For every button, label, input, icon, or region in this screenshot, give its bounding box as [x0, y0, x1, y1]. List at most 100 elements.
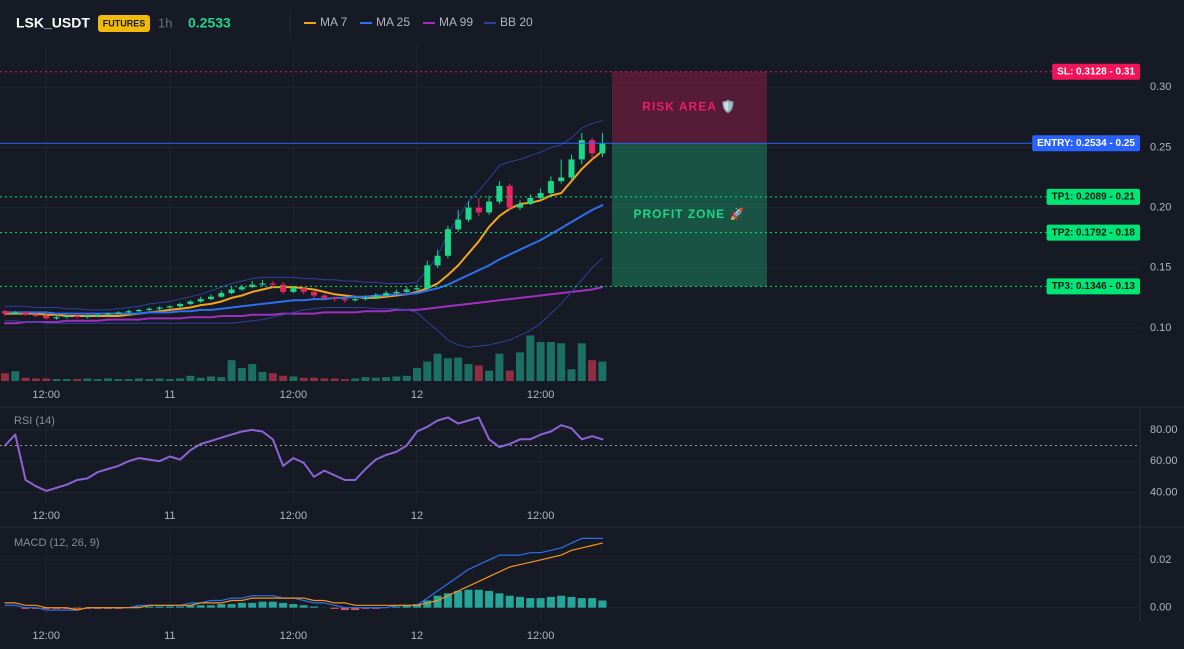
ma-line: [4, 204, 604, 315]
volume-bar: [114, 379, 123, 381]
histogram-bar: [464, 589, 473, 608]
histogram-bar: [289, 604, 298, 608]
candle-body: [43, 315, 50, 319]
x-tick-label: 12: [411, 389, 423, 401]
candle-body: [455, 219, 462, 230]
histogram-bar: [392, 606, 401, 608]
histogram-bar: [351, 607, 360, 611]
volume-bar: [165, 379, 174, 381]
panel-title: RSI (14): [14, 415, 55, 427]
candle-body: [589, 140, 596, 154]
volume-bar: [557, 343, 566, 381]
level-label: TP1: 0.2089 - 0.21: [1052, 192, 1136, 203]
volume-bar: [361, 377, 370, 381]
histogram-bar: [454, 590, 463, 608]
histogram-bar: [258, 601, 267, 608]
candle-body: [506, 185, 513, 208]
volume-bar: [340, 379, 349, 381]
volume-bar: [392, 376, 401, 381]
y-tick-label: 0.20: [1150, 201, 1171, 213]
zone-label: PROFIT ZONE 🚀: [634, 207, 746, 221]
x-tick-label: 12:00: [32, 389, 60, 401]
candle-body: [321, 295, 328, 298]
candle-body: [372, 295, 379, 298]
x-tick-label: 11: [164, 389, 175, 401]
volume-bar: [485, 370, 494, 381]
y-tick-label: 40.00: [1150, 486, 1178, 498]
legend-label: MA 25: [376, 15, 410, 29]
histogram-bar: [73, 607, 82, 609]
volume-bar: [31, 378, 40, 381]
zone: [612, 143, 767, 287]
candle-body: [2, 311, 8, 314]
ma-line: [4, 286, 604, 325]
candle-body: [187, 301, 194, 304]
histogram-bar: [526, 598, 535, 608]
candle-body: [166, 306, 173, 308]
volume-bar: [83, 378, 92, 381]
volume-bar: [443, 358, 452, 381]
histogram-bar: [495, 593, 504, 608]
volume-bar: [371, 377, 380, 381]
histogram-bar: [227, 604, 236, 608]
candle-body: [475, 207, 482, 213]
histogram-bar: [165, 606, 174, 608]
histogram-bar: [299, 605, 308, 608]
zone: [612, 71, 767, 144]
histogram-bar: [145, 606, 154, 608]
histogram-bar: [423, 600, 432, 608]
volume-bar: [536, 342, 545, 381]
volume-bar: [52, 379, 61, 381]
volume-bar: [207, 376, 215, 381]
volume-bar: [258, 371, 267, 381]
histogram-bar: [557, 595, 566, 608]
volume-bar: [464, 364, 473, 381]
candle-body: [135, 309, 142, 312]
candle-body: [486, 201, 493, 213]
volume-bar: [1, 373, 9, 381]
histogram-bar: [237, 602, 246, 608]
volume-bar: [310, 377, 318, 381]
bb-lower: [4, 257, 603, 348]
histogram-bar: [134, 606, 143, 608]
level-label: SL: 0.3128 - 0.31: [1057, 66, 1135, 77]
candle-body: [259, 283, 266, 285]
candle-body: [547, 181, 554, 194]
volume-bar: [145, 379, 154, 381]
panel-title: MACD (12, 26, 9): [14, 537, 100, 549]
volume-bar: [413, 368, 421, 381]
level-label-bg: [1046, 224, 1140, 241]
volume-bar: [289, 376, 298, 381]
y-tick-label: 0.30: [1150, 81, 1171, 93]
level-label: TP3: 0.1346 - 0.13: [1052, 281, 1136, 292]
candle-body: [238, 287, 245, 290]
volume-bar: [124, 379, 133, 381]
badge-bg: [98, 15, 150, 32]
symbol: LSK_USDT: [16, 15, 90, 31]
last-price: 0.2533: [188, 15, 231, 31]
level-label-bg: [1046, 278, 1140, 295]
level-label: ENTRY: 0.2534 - 0.25: [1037, 138, 1135, 149]
volume-bar: [474, 365, 483, 381]
candle-body: [53, 317, 60, 319]
bb-upper: [4, 120, 603, 311]
volume-bar: [577, 343, 586, 381]
volume-bar: [495, 353, 504, 381]
candle-body: [496, 185, 503, 202]
candle-body: [32, 314, 39, 316]
volume-bar: [505, 370, 514, 381]
candle-body: [444, 229, 451, 256]
candle-body: [403, 289, 410, 292]
histogram-bar: [598, 600, 607, 608]
volume-bar: [454, 357, 463, 381]
histogram-bar: [248, 602, 257, 608]
volume-bar: [62, 379, 71, 381]
x-tick-label: 12: [411, 510, 423, 522]
volume-bar: [11, 371, 20, 381]
candle-body: [311, 291, 317, 296]
candle-body: [362, 297, 369, 300]
volume-bar: [21, 377, 30, 381]
candle-body: [414, 288, 420, 290]
histogram-bar: [268, 601, 277, 608]
volume-bar: [299, 377, 308, 381]
